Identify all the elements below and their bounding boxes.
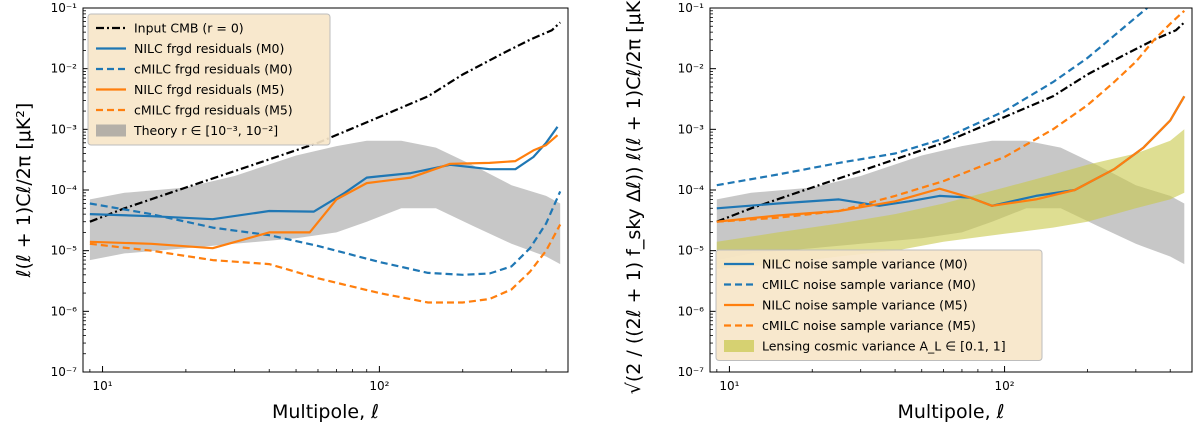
series-line-4 [716,9,1186,223]
legend-label: Input CMB (r = 0) [134,21,244,36]
series-line-4 [89,223,562,304]
legend-label: cMILC frgd residuals (M0) [134,62,293,77]
y-tick-label: 10⁻⁶ [678,304,705,318]
series-line-1 [89,126,559,221]
y-tick-label: 10⁻³ [51,122,78,136]
x-tick-label: 10¹ [719,379,739,393]
y-tick-label: 10⁻⁷ [51,365,78,379]
plot-area [716,8,1186,269]
legend-box [87,13,331,146]
y-tick-label: 10⁻⁴ [678,183,705,197]
series-line-0 [716,21,1186,223]
y-tick-label: 10⁻⁷ [678,365,705,379]
legend-label: cMILC noise sample variance (M5) [762,318,976,333]
left-panel: 10⁻⁷ 10⁻⁶ 10⁻⁵ 10⁻⁴ 10⁻³ 10⁻² 10⁻¹ 10¹ 10² Multip… [13,1,569,423]
legend-label: Theory r ∈ [10⁻³, 10⁻²] [133,123,278,138]
y-tick-label: 10⁻¹ [51,1,78,15]
x-axis-label: Multipole, ℓ [897,401,1004,423]
legend-swatch [724,340,754,352]
y-tick-label: 10⁻⁴ [51,183,78,197]
legend-label: cMILC frgd residuals (M5) [134,103,293,118]
legend-label: NILC noise sample variance (M5) [762,298,968,313]
legend: Input CMB (r = 0) NILC frgd residuals (M0… [87,13,331,146]
plot-area [89,21,562,304]
y-tick-label: 10⁻⁵ [678,244,705,258]
series-line-3 [89,134,559,250]
band-0 [89,140,561,265]
x-axis-label: Multipole, ℓ [272,401,379,423]
legend-label: Lensing cosmic variance A_L ∈ [0.1, 1] [762,339,1006,354]
band-1 [716,129,1185,269]
legend-label: NILC frgd residuals (M0) [134,41,284,56]
y-tick-label: 10⁻¹ [678,1,705,15]
series-line-2 [716,8,1148,187]
right-panel: 10⁻⁷ 10⁻⁶ 10⁻⁵ 10⁻⁴ 10⁻³ 10⁻² 10⁻¹ 10¹ 10² Multip… [623,0,1193,423]
y-tick-label: 10⁻⁶ [51,304,78,318]
x-tick-label: 10² [995,379,1015,393]
y-tick-label: 10⁻² [51,62,78,76]
legend-swatch [96,124,126,137]
y-tick-label: 10⁻³ [678,122,705,136]
y-axis-label: ℓ(ℓ + 1)Cℓ/2π [μK²] [13,103,35,279]
legend-label: cMILC noise sample variance (M0) [762,277,976,292]
x-tick-label: 10¹ [92,379,112,393]
series-line-2 [89,190,562,276]
series-line-0 [89,21,561,223]
y-tick-label: 10⁻² [678,62,705,76]
y-axis-label: √(2 / ((2ℓ + 1) f_sky Δℓ)) ℓ(ℓ + 1)Cℓ/2π… [623,0,645,394]
legend: NILC noise sample variance (M0) cMILC noi… [715,249,1043,361]
legend-label: NILC frgd residuals (M5) [134,82,284,97]
x-tick-label: 10² [369,379,389,393]
legend-label: NILC noise sample variance (M0) [762,257,968,272]
legend-box [715,249,1043,361]
y-tick-label: 10⁻⁵ [51,244,78,258]
